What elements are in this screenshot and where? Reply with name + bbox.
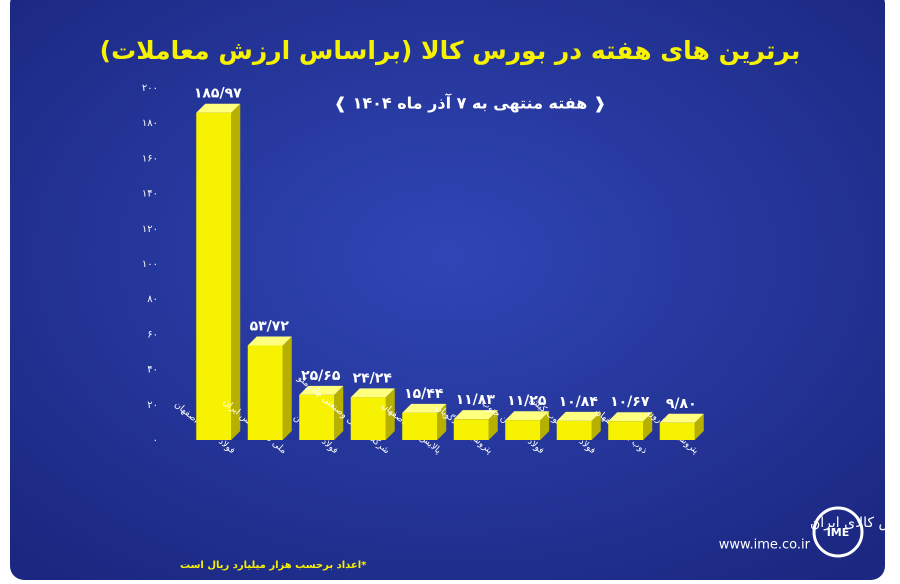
value-label: ۱۸۵/۹۷ [194,86,242,102]
chart-title: برترین های هفته در بورس کالا (براساس ارز… [100,36,801,66]
bar [556,420,592,440]
y-tick-label: ۴۰ [147,365,158,376]
bar-top [299,385,344,395]
logo-ring [812,506,864,558]
bar [659,422,695,440]
y-tick-label: ۲۰ [147,400,158,411]
y-tick-label: ۱۴۰ [142,189,158,200]
bar-side [540,411,550,440]
chart-subtitle: ❰ هفته منتهی به ۷ آذر ماه ۱۴۰۴ ❱ [334,93,607,113]
logo-mark: IME [827,526,850,539]
value-label: ۱۰/۶۷ [610,394,650,410]
y-tick-label: ۲۰۰ [142,83,158,94]
value-label: ۱۵/۴۴ [404,386,444,402]
bar-top [402,403,447,413]
value-label: ۱۱/۲۵ [507,393,547,409]
bar-top [556,411,601,421]
y-tick-label: ۱۸۰ [142,118,158,129]
bar [402,412,438,440]
bar-top [247,336,292,346]
value-label: ۱۱/۸۳ [456,392,496,408]
footnote: *اعداد برحسب هزار میلیارد ریال است [180,560,367,571]
bar-side [334,385,344,440]
bar-side [282,336,292,440]
bar-side [643,412,653,440]
bar [247,345,283,440]
bar [453,419,489,440]
bar-side [437,403,447,440]
y-tick-label: ۸۰ [147,294,158,305]
bar-top [659,413,704,423]
bar [350,397,386,440]
bar-top [505,411,550,421]
y-tick-label: ۰ [153,435,158,446]
bar-side [591,411,601,440]
bar-top [350,388,395,398]
value-label: ۲۴/۲۴ [353,370,393,386]
bar-side [488,410,498,440]
bar-top [453,410,498,420]
logo-url: www.ime.co.ir [719,538,811,553]
y-tick-label: ۱۲۰ [142,224,158,235]
bar-top [196,103,241,113]
bar-side [385,388,395,440]
value-label: ۲۵/۶۵ [301,368,341,384]
y-tick-label: ۱۰۰ [142,259,158,270]
bar [196,112,232,440]
y-tick-label: ۶۰ [147,329,158,340]
bar-top [608,412,653,422]
y-tick-label: ۱۶۰ [142,153,158,164]
bar [608,421,644,440]
logo: IME بورس کالای ایران www.ime.co.ir [719,506,900,558]
value-label: ۹/۸۰ [666,396,697,412]
bar [299,394,335,440]
logo-name: بورس کالای ایران [810,515,900,531]
bar-side [231,103,241,440]
value-label: ۱۰/۸۴ [559,394,599,410]
value-label: ۵۳/۷۲ [250,318,290,334]
bar-side [694,413,704,440]
bar [505,420,541,440]
